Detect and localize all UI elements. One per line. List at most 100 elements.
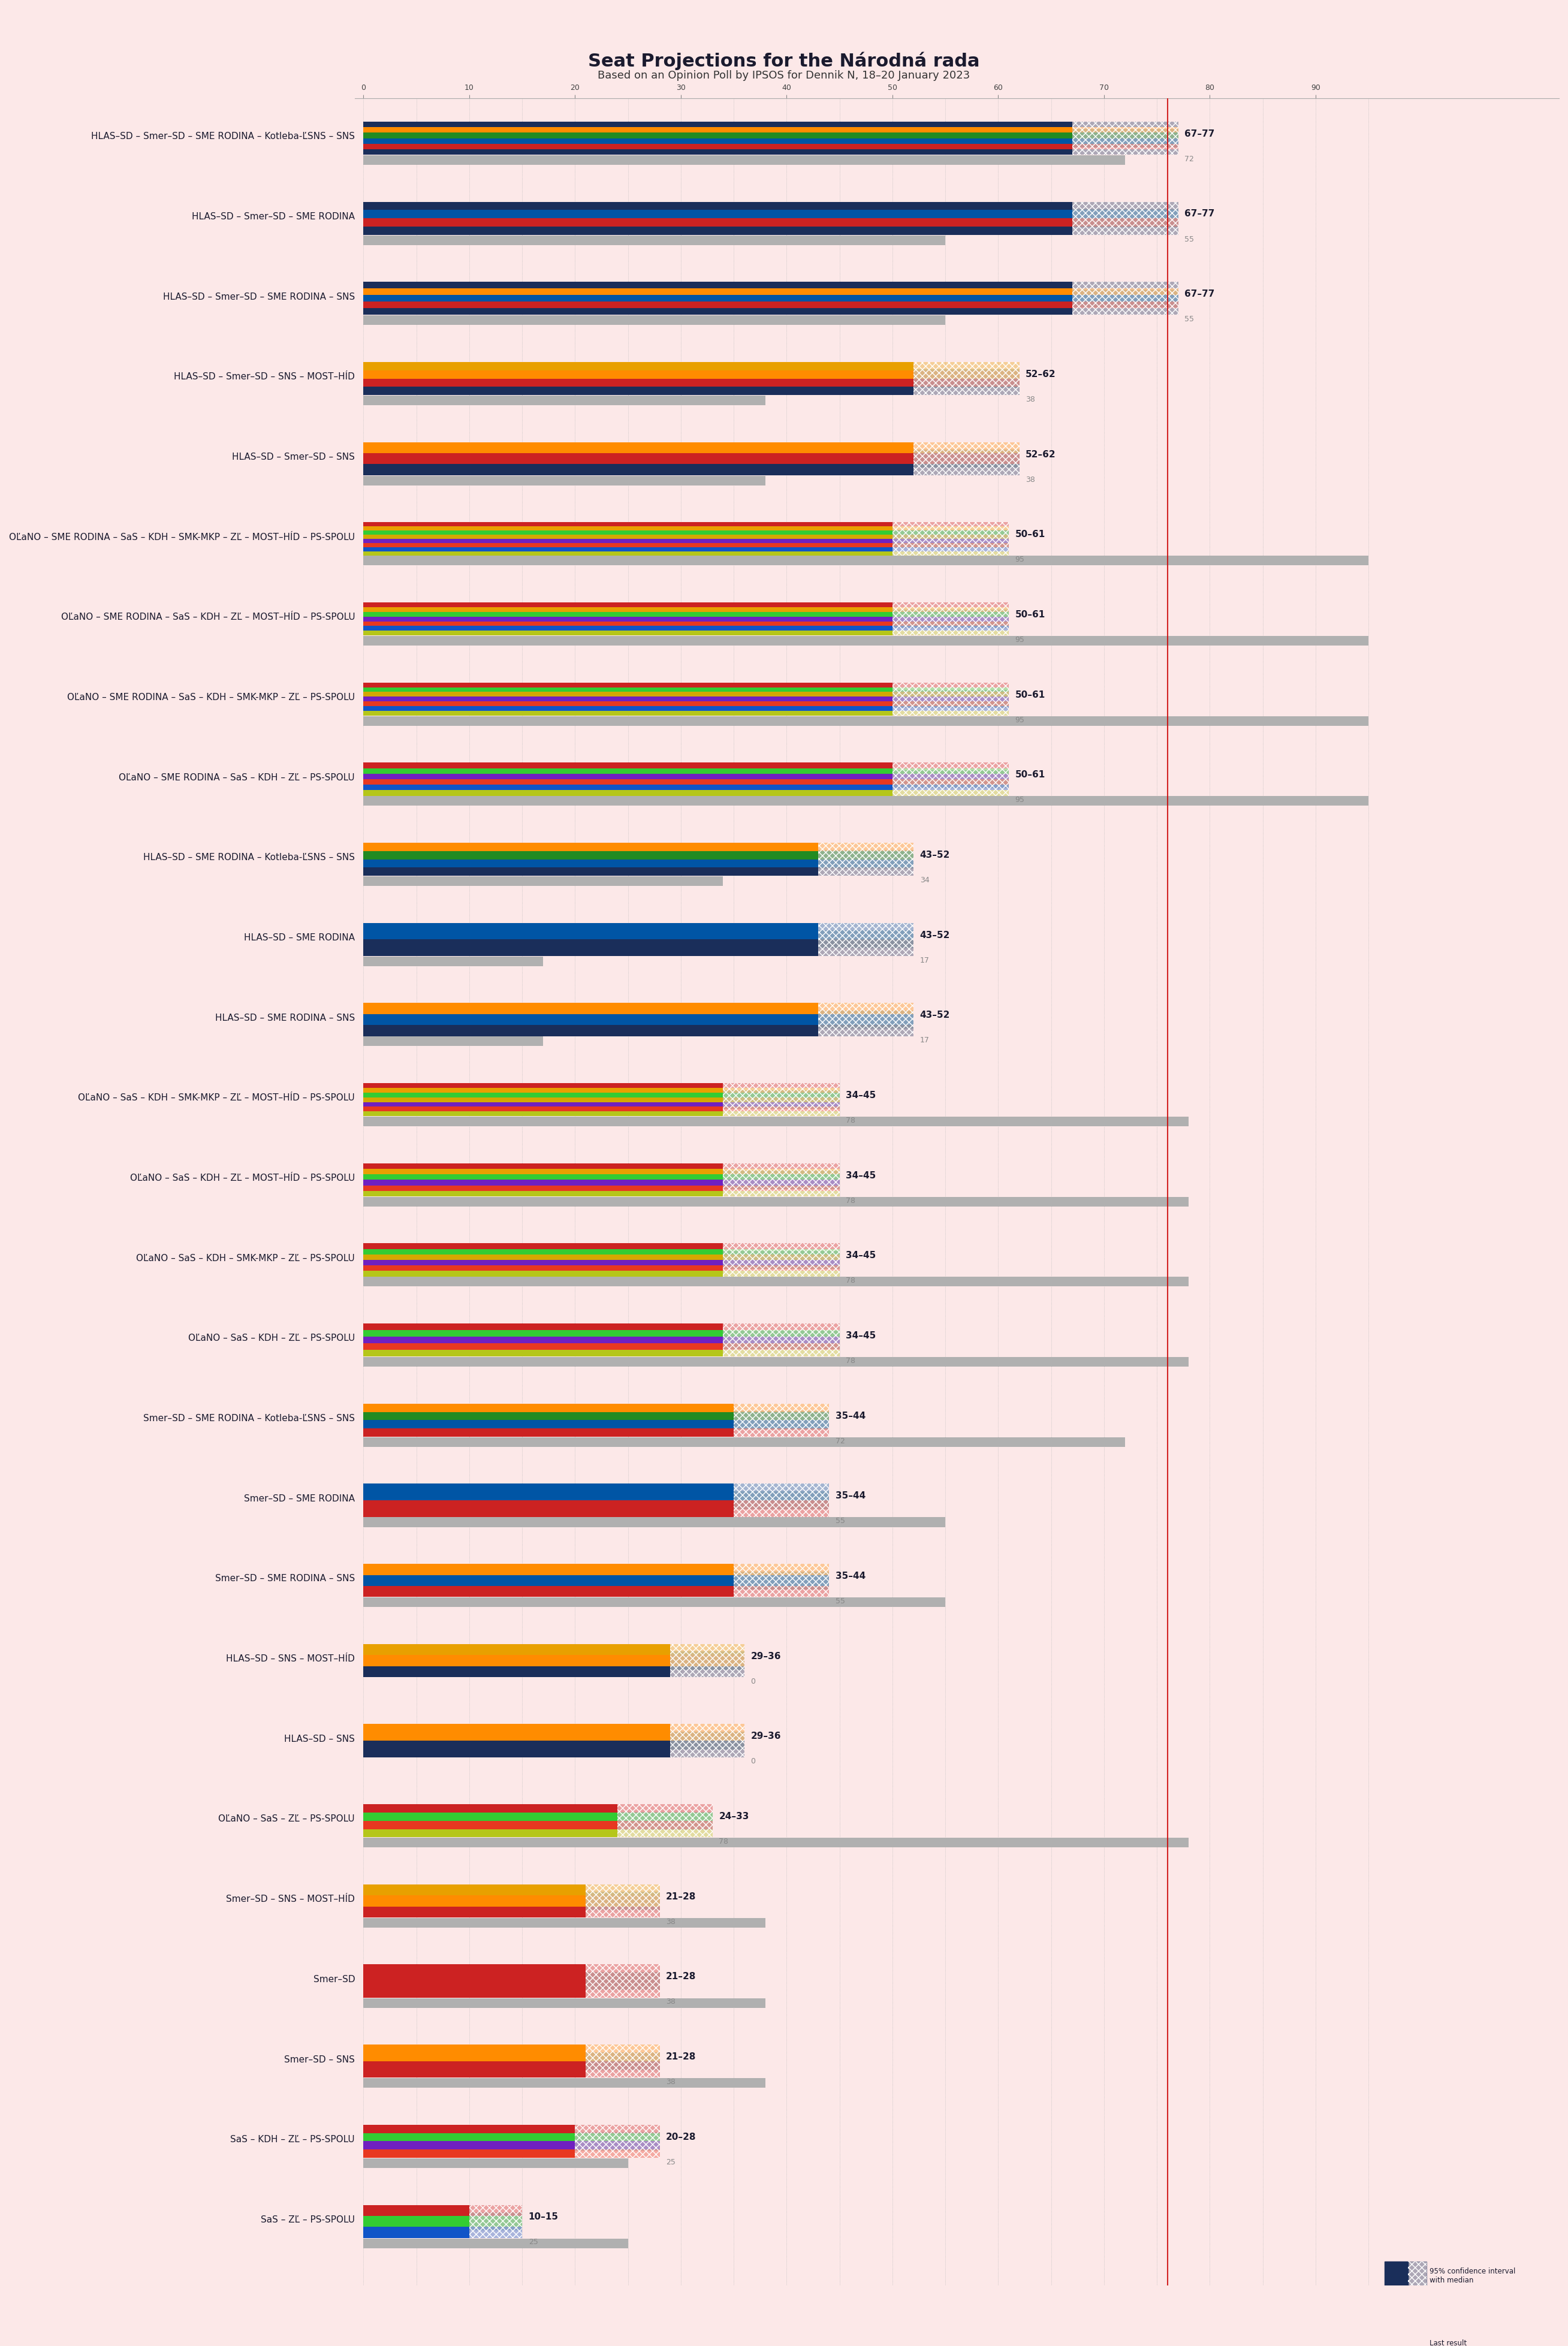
Bar: [734, 1429, 829, 1436]
Bar: [818, 852, 914, 859]
Bar: [734, 1565, 829, 1574]
Bar: [734, 1403, 829, 1412]
Bar: [723, 1248, 839, 1255]
Text: 52–62: 52–62: [1025, 371, 1057, 378]
Bar: [364, 636, 1369, 645]
Bar: [575, 2125, 660, 2133]
Bar: [914, 371, 1019, 378]
Text: 34–45: 34–45: [845, 1250, 877, 1260]
Bar: [469, 2226, 522, 2238]
Text: 20–28: 20–28: [666, 2133, 696, 2142]
Bar: [364, 387, 914, 394]
Bar: [818, 868, 914, 875]
Bar: [723, 1192, 839, 1196]
Bar: [364, 1731, 745, 1750]
Bar: [364, 2205, 469, 2217]
Bar: [364, 683, 892, 687]
Bar: [670, 1741, 745, 1757]
Bar: [892, 711, 1008, 716]
Bar: [892, 767, 1008, 774]
Bar: [364, 2133, 575, 2142]
Bar: [364, 1337, 723, 1344]
Bar: [892, 540, 1008, 542]
Text: 38: 38: [1025, 476, 1035, 483]
Bar: [618, 1804, 712, 1813]
Bar: [618, 1804, 712, 1813]
Bar: [364, 610, 1008, 629]
Bar: [364, 1501, 734, 1518]
Text: 21–28: 21–28: [666, 2053, 696, 2062]
Bar: [364, 535, 892, 540]
Bar: [364, 282, 1073, 289]
Bar: [364, 228, 1073, 235]
Bar: [364, 307, 1073, 314]
Bar: [723, 1255, 839, 1260]
Bar: [364, 1164, 723, 1168]
Text: 78: 78: [845, 1196, 856, 1203]
Text: SaS – ZĽ – PS-SPOLU: SaS – ZĽ – PS-SPOLU: [260, 2215, 354, 2224]
Text: HLAS–SD – Smer–SD – SME RODINA: HLAS–SD – Smer–SD – SME RODINA: [191, 211, 354, 221]
Bar: [364, 2062, 585, 2079]
Bar: [914, 453, 1019, 465]
Bar: [364, 868, 818, 875]
Bar: [892, 622, 1008, 626]
Bar: [723, 1344, 839, 1349]
Bar: [723, 1175, 839, 1180]
Text: 50–61: 50–61: [1014, 690, 1046, 699]
Bar: [364, 1572, 829, 1591]
Bar: [364, 957, 543, 967]
Text: 78: 78: [845, 1276, 856, 1286]
Text: 17: 17: [920, 957, 930, 964]
Bar: [585, 2062, 660, 2079]
Bar: [723, 1185, 839, 1192]
Text: HLAS–SD – SNS: HLAS–SD – SNS: [284, 1734, 354, 1743]
Text: Smer–SD – SME RODINA – Kotleba-ĽSNS – SNS: Smer–SD – SME RODINA – Kotleba-ĽSNS – SN…: [143, 1415, 354, 1424]
Bar: [364, 622, 892, 626]
Bar: [364, 877, 723, 887]
Bar: [364, 774, 892, 779]
Bar: [364, 849, 914, 868]
Bar: [734, 1403, 829, 1412]
Bar: [723, 1084, 839, 1089]
Bar: [364, 1349, 723, 1356]
Bar: [364, 1264, 723, 1272]
Bar: [364, 209, 1178, 228]
Bar: [892, 697, 1008, 701]
Bar: [892, 523, 1008, 526]
Bar: [364, 143, 1073, 150]
Bar: [364, 1492, 829, 1508]
Bar: [364, 441, 914, 453]
Text: 55: 55: [836, 1518, 845, 1525]
Bar: [818, 1004, 914, 1013]
Bar: [364, 378, 914, 387]
Bar: [914, 441, 1019, 453]
Bar: [364, 1103, 723, 1107]
Text: 95: 95: [1014, 716, 1024, 725]
Bar: [1073, 303, 1178, 307]
Bar: [892, 523, 1008, 526]
Text: 34: 34: [920, 877, 930, 884]
Bar: [364, 211, 1073, 218]
Bar: [585, 1907, 660, 1917]
Bar: [364, 1168, 723, 1175]
Bar: [670, 1724, 745, 1741]
Text: Smer–SD – SME RODINA – SNS: Smer–SD – SME RODINA – SNS: [215, 1574, 354, 1584]
Bar: [1073, 282, 1178, 289]
Bar: [892, 530, 1008, 535]
Text: HLAS–SD – Smer–SD – SNS: HLAS–SD – Smer–SD – SNS: [232, 453, 354, 462]
Bar: [585, 2062, 660, 2079]
Bar: [364, 692, 892, 697]
Bar: [892, 784, 1008, 791]
Bar: [469, 2205, 522, 2217]
Bar: [1073, 127, 1178, 134]
Bar: [723, 1260, 839, 1264]
Bar: [892, 706, 1008, 711]
Bar: [818, 842, 914, 852]
Bar: [892, 551, 1008, 556]
Bar: [575, 2142, 660, 2149]
Bar: [575, 2149, 660, 2158]
Bar: [734, 1574, 829, 1586]
Text: 72: 72: [836, 1438, 845, 1445]
Bar: [892, 683, 1008, 687]
Bar: [892, 701, 1008, 706]
